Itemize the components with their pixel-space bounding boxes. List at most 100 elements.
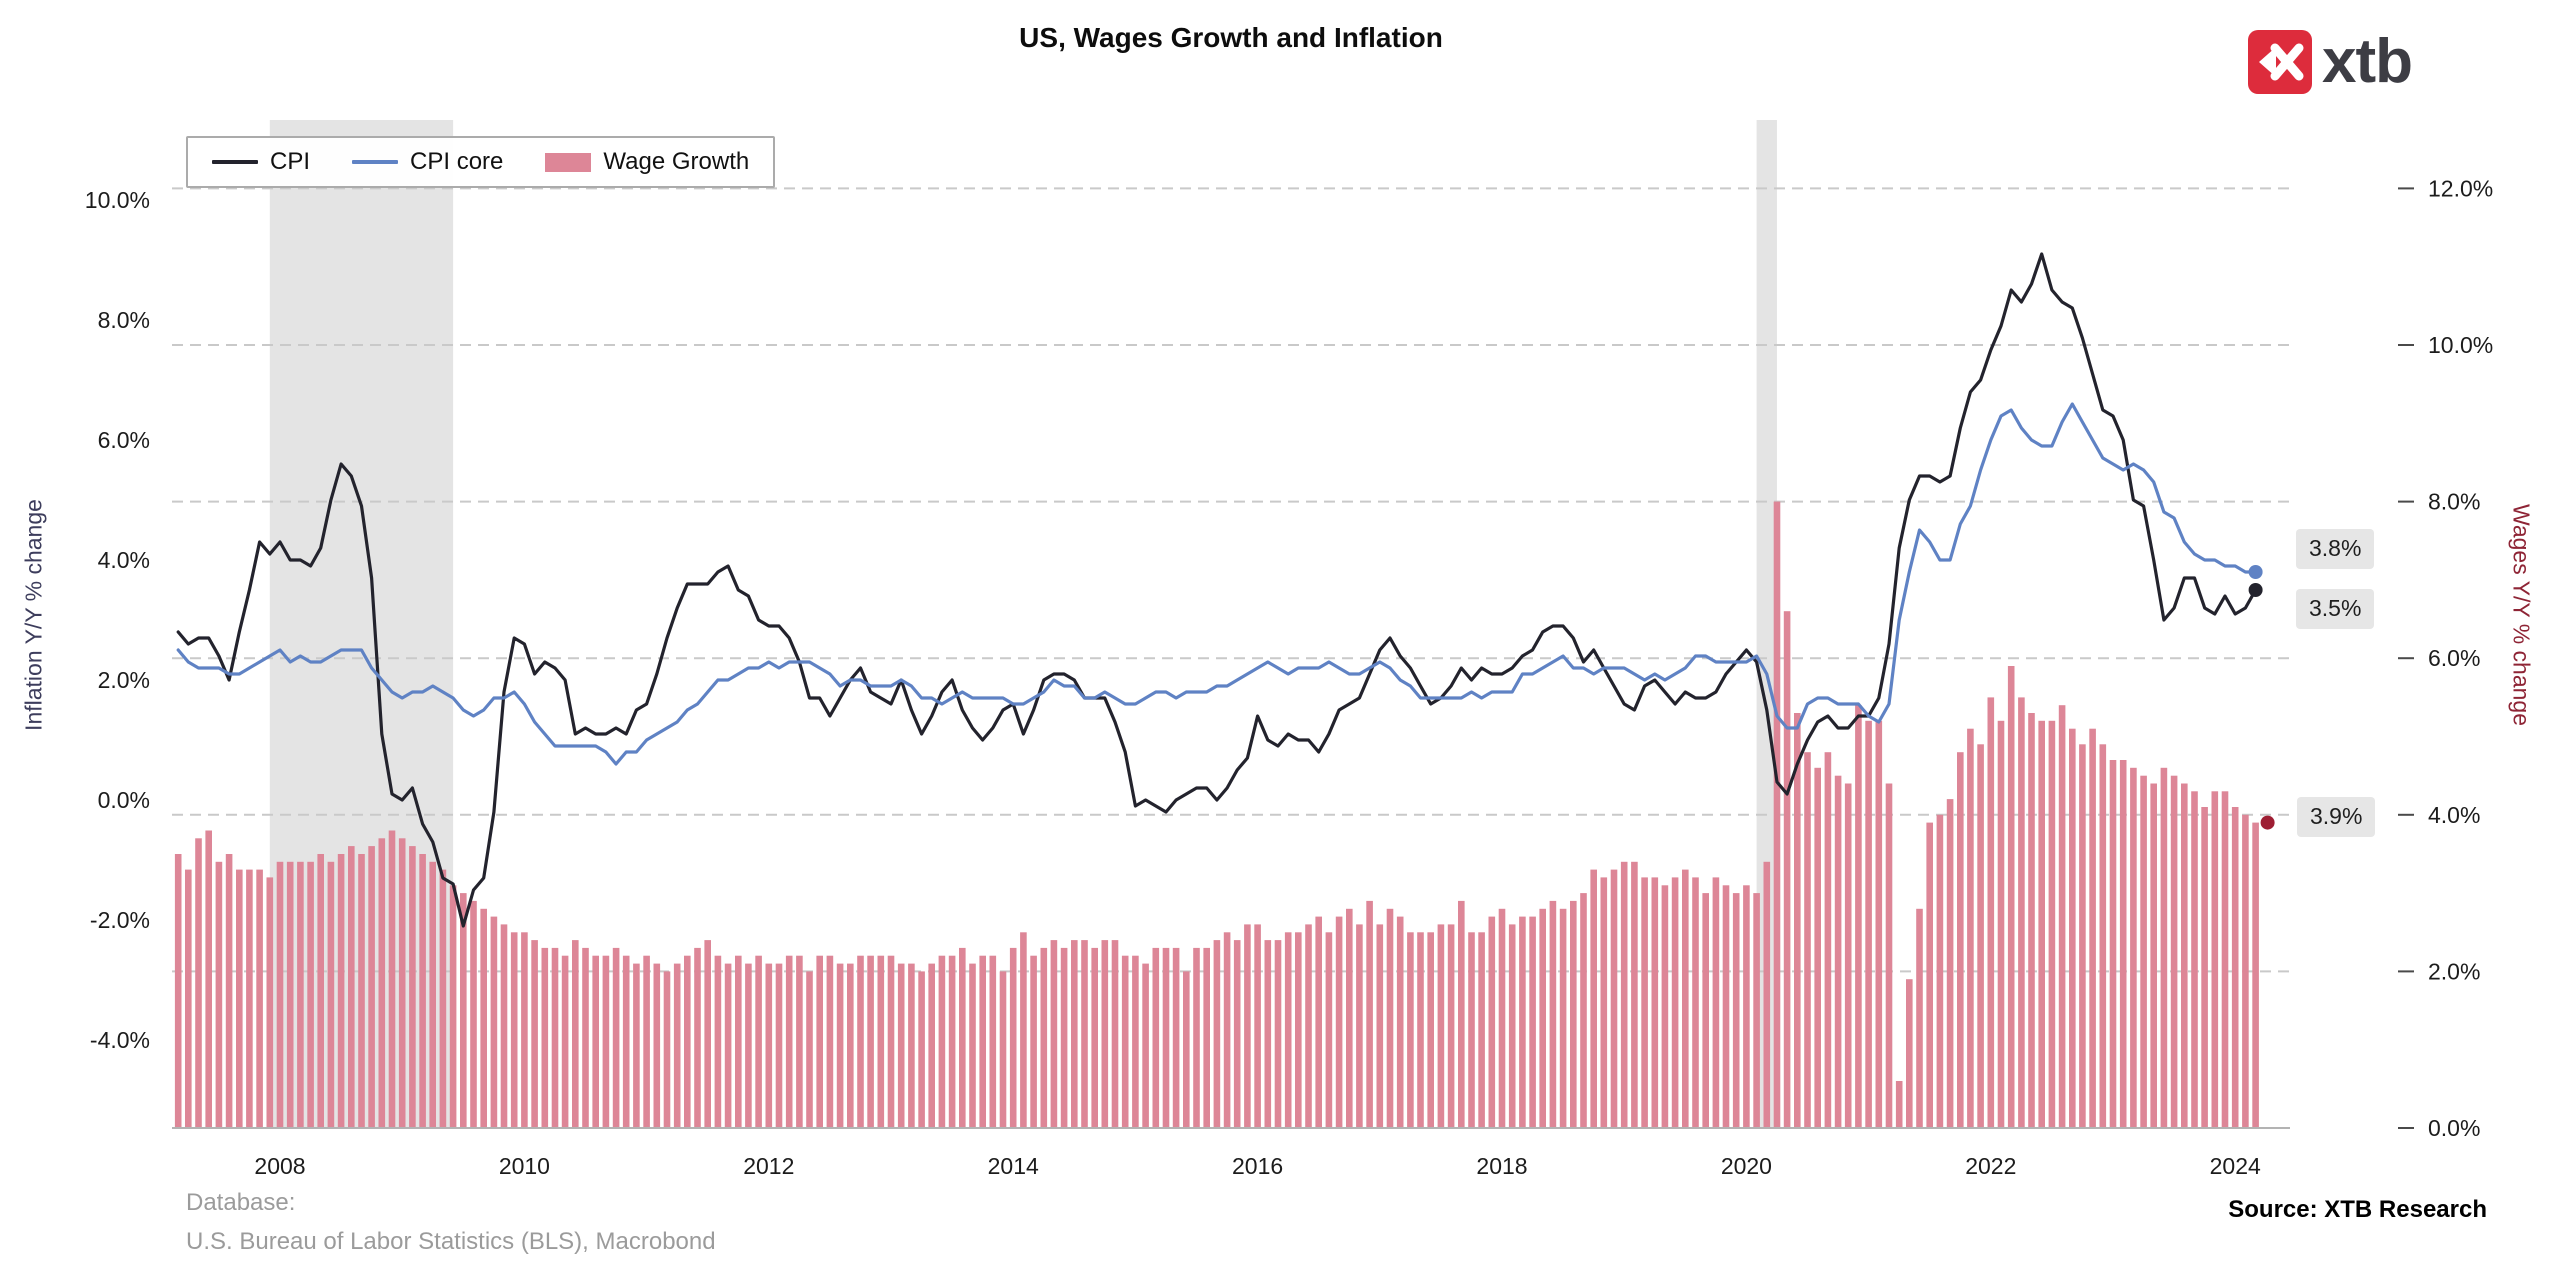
wage-bar: [2181, 783, 2188, 1128]
cpi-core-line: [176, 402, 2258, 766]
wage-bar: [174, 854, 182, 1128]
wage-bar: [1610, 869, 1618, 1128]
wage-bar: [867, 955, 874, 1128]
wage-bar: [765, 963, 773, 1128]
wage-bar: [1580, 893, 1587, 1128]
wage-bar: [918, 971, 925, 1128]
legend-item-cpi: CPI: [212, 148, 310, 176]
wage-bar: [1244, 924, 1251, 1128]
wage-bar: [877, 955, 885, 1128]
wage-bar: [572, 940, 579, 1128]
wage-bar: [816, 955, 823, 1128]
wage-bar: [948, 955, 956, 1128]
wage-bar: [1732, 893, 1740, 1128]
wage-bar: [745, 963, 752, 1128]
left-tick-label: 8.0%: [98, 307, 150, 333]
wage-bar: [2201, 807, 2208, 1128]
wage-bar: [2242, 814, 2249, 1128]
wage-bar: [2099, 744, 2107, 1128]
wage-bar: [1020, 932, 1027, 1129]
wage-bar: [1519, 916, 1526, 1128]
left-tick-label: -4.0%: [90, 1027, 150, 1053]
right-axis-title: Wages Y/Y % change: [2508, 503, 2535, 727]
wage-bar: [2231, 807, 2239, 1128]
legend-label-wage-growth: Wage Growth: [603, 148, 750, 175]
wage-bar: [1885, 783, 1893, 1128]
wage-bar: [1172, 947, 1180, 1128]
wage-bar: [826, 955, 834, 1128]
x-axis-tick-labels: 2008 2010 2012 2014 2016 2018 2020 2022 2024: [254, 1153, 2261, 1179]
wage-bar: [225, 854, 233, 1128]
wage-growth-value-label: 3.9%: [2297, 797, 2376, 837]
wage-bar: [1376, 924, 1384, 1128]
left-tick-label: -2.0%: [90, 907, 150, 933]
wage-bar: [704, 940, 711, 1128]
wage-bar: [1814, 767, 1821, 1128]
wage-bar: [1875, 720, 1883, 1128]
wage-bar: [908, 963, 915, 1128]
year-tick-label: 2012: [743, 1153, 794, 1179]
wage-bar: [2150, 783, 2157, 1128]
wage-bar: [276, 861, 284, 1128]
wage-bar: [1539, 908, 1546, 1128]
wage-bar: [1091, 947, 1098, 1128]
wage-bar: [1641, 877, 1648, 1128]
wage-bar: [215, 861, 223, 1128]
wage-bar: [1977, 744, 1984, 1128]
wage-bar: [1498, 908, 1506, 1128]
wage-bar: [1427, 932, 1434, 1129]
wage-bar: [2038, 720, 2045, 1128]
cpi-line-swatch: [212, 160, 258, 164]
wage-bar: [1600, 877, 1608, 1128]
right-tick-label: 8.0%: [2428, 489, 2480, 515]
wage-bar: [1458, 900, 1465, 1128]
wage-bar: [195, 838, 202, 1128]
wage-bar: [1060, 947, 1068, 1128]
wage-bar: [1050, 940, 1058, 1128]
wage-bar: [1671, 877, 1679, 1128]
wage-bar: [1753, 893, 1760, 1128]
wage-bar: [1906, 979, 1913, 1128]
cpi-core-end-dot: [2248, 565, 2263, 579]
wage-bar: [236, 869, 243, 1128]
left-axis-title: Inflation Y/Y % change: [20, 499, 47, 731]
wage-bar: [1895, 1081, 1903, 1128]
recession-band: [1756, 120, 1777, 1128]
wage-bar: [1865, 720, 1872, 1128]
wage-bar: [1987, 697, 1995, 1128]
right-tick-label: 10.0%: [2428, 332, 2493, 358]
wage-bar: [1712, 877, 1720, 1128]
wage-bar: [612, 947, 620, 1128]
wage-bar: [266, 877, 274, 1128]
wage-bar: [1661, 885, 1669, 1128]
wage-bar: [500, 924, 508, 1128]
wage-bar: [1233, 940, 1241, 1128]
wage-bar: [1590, 869, 1597, 1128]
left-tick-label: 2.0%: [98, 667, 150, 693]
legend-label-cpi: CPI: [270, 148, 311, 175]
left-tick-label: 4.0%: [98, 547, 150, 573]
wage-bar: [2048, 720, 2056, 1128]
wage-bar: [2130, 767, 2137, 1128]
wage-bar: [1335, 916, 1343, 1128]
wage-bar: [2221, 791, 2229, 1128]
wage-bar: [735, 955, 742, 1128]
wage-bar: [663, 971, 671, 1128]
wage-bar: [622, 955, 630, 1128]
right-tick-label: 2.0%: [2428, 958, 2480, 984]
wage-bar: [1651, 877, 1659, 1128]
wage-bar: [2170, 775, 2178, 1128]
wage-bar: [480, 908, 487, 1128]
wage-bar: [1743, 885, 1750, 1128]
wage-bar: [1386, 908, 1394, 1128]
wage-bar: [2160, 767, 2168, 1128]
wage-bar: [1549, 900, 1557, 1128]
wage-bar: [521, 932, 528, 1129]
wage-bar: [887, 955, 895, 1128]
wage-bar: [928, 963, 935, 1128]
wage-bar: [1916, 908, 1923, 1128]
wage-bar: [1763, 861, 1771, 1128]
wage-bar: [2252, 822, 2259, 1128]
wage-bar: [205, 830, 212, 1128]
